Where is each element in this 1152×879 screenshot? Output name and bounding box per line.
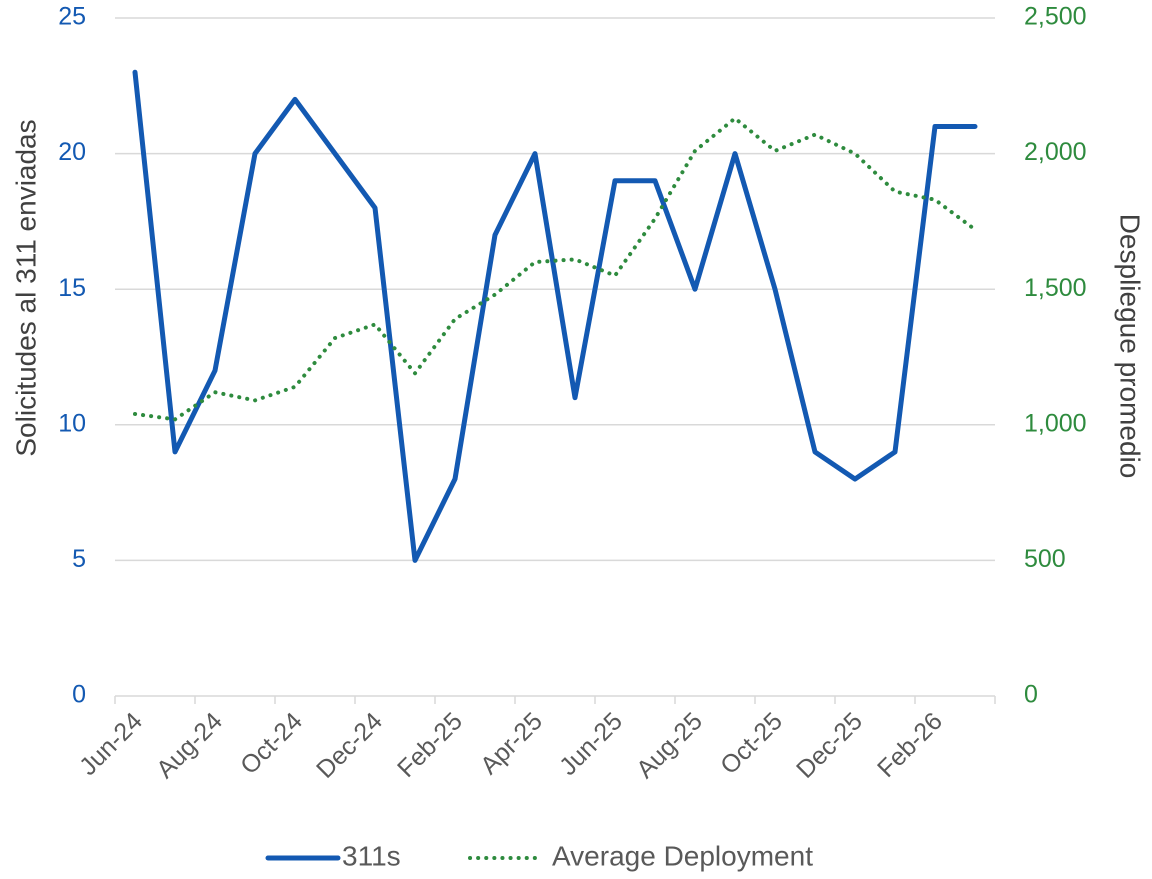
- y-tick-label: 25: [58, 3, 86, 31]
- series-line: [132, 69, 978, 563]
- x-tick-label: Oct-24: [235, 707, 308, 780]
- y2-tick-label: 0: [1024, 681, 1038, 709]
- y2-axis-title: Despliegue promedio: [1115, 214, 1146, 479]
- x-tick-label: Jun-24: [74, 707, 148, 781]
- x-tick-label: Dec-25: [791, 707, 868, 784]
- y-tick-label: 20: [58, 138, 86, 166]
- y2-tick-label: 500: [1024, 545, 1066, 573]
- x-tick-label: Aug-24: [151, 707, 228, 784]
- legend-label: 311s: [342, 840, 401, 871]
- series-line: [133, 116, 977, 422]
- y-axis-title: Solicitudes al 311 enviadas: [10, 119, 41, 456]
- y-tick-label: 5: [72, 545, 86, 573]
- x-tick-label: Aug-25: [631, 707, 708, 784]
- x-tick-label: Feb-25: [392, 707, 468, 783]
- y-tick-label: 15: [58, 274, 86, 302]
- y2-tick-label: 1,500: [1024, 274, 1087, 302]
- y2-tick-label: 1,000: [1024, 409, 1087, 437]
- y2-tick-label: 2,000: [1024, 138, 1087, 166]
- y-tick-label: 0: [72, 681, 86, 709]
- x-tick-label: Oct-25: [715, 707, 788, 780]
- x-tick-label: Dec-24: [311, 707, 388, 784]
- y-tick-label: 10: [58, 409, 86, 437]
- x-tick-label: Feb-26: [872, 707, 948, 783]
- legend-label: Average Deployment: [552, 840, 813, 871]
- x-tick-label: Apr-25: [475, 707, 548, 780]
- y2-tick-label: 2,500: [1024, 3, 1087, 31]
- x-tick-label: Jun-25: [554, 707, 628, 781]
